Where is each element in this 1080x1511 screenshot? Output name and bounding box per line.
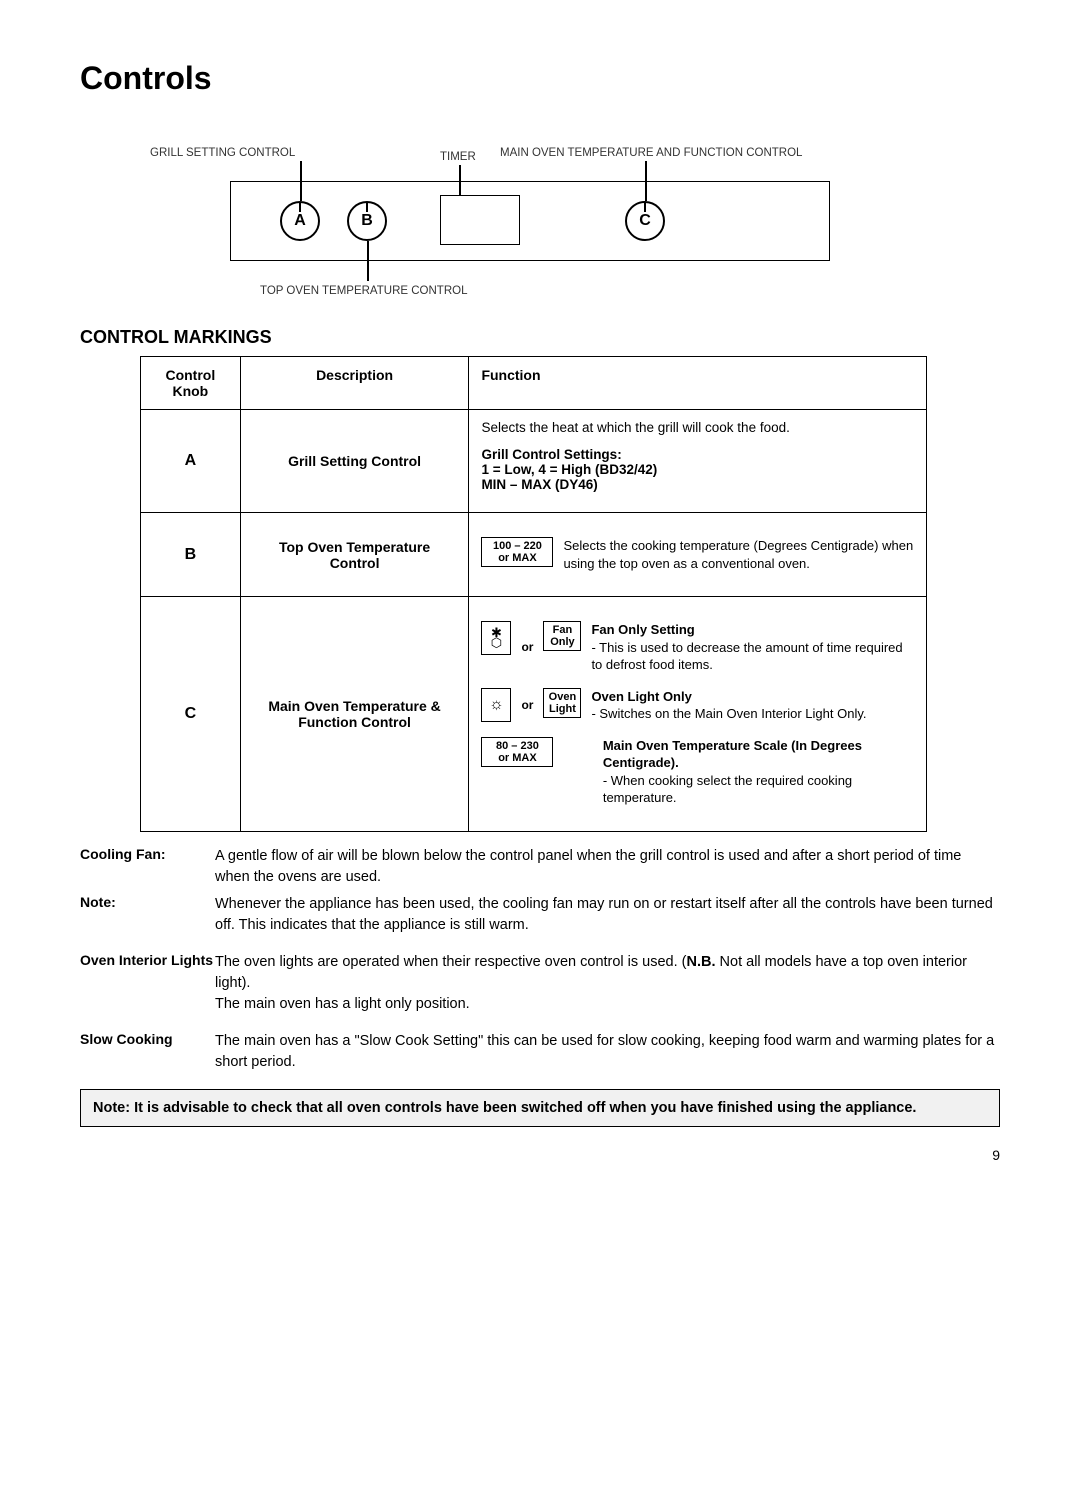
diagram-label-top: TOP OVEN TEMPERATURE CONTROL [260, 285, 467, 297]
defrost-icon: ✱⬡ [481, 621, 511, 655]
func-line: 1 = Low, 4 = High (BD32/42) [481, 462, 914, 477]
note-para: Note: Whenever the appliance has been us… [80, 894, 1000, 936]
light-icon: ☼ [481, 688, 511, 722]
lead-line [300, 161, 302, 201]
cell-desc: Top Oven Temperature Control [240, 513, 469, 597]
lights-para: Oven Interior Lights The oven lights are… [80, 952, 1000, 1015]
lead-line [367, 241, 369, 281]
range-box: 80 – 230 or MAX [481, 737, 553, 767]
th-knob: Control Knob [141, 357, 241, 410]
func-body: - This is used to decrease the amount of… [591, 640, 902, 673]
para-text: Whenever the appliance has been used, th… [215, 894, 1000, 936]
func-heading: Main Oven Temperature Scale (In Degrees … [603, 738, 862, 771]
para-text: The oven lights are operated when their … [215, 952, 1000, 1015]
lead-line [645, 161, 647, 201]
func-text: Selects the cooking temperature (Degrees… [563, 537, 914, 572]
knob-b-label: B [361, 212, 373, 230]
cooling-fan-para: Cooling Fan: A gentle flow of air will b… [80, 846, 1000, 888]
section-heading: CONTROL MARKINGS [80, 327, 1000, 348]
advisory-note-box: Note: It is advisable to check that all … [80, 1089, 1000, 1127]
th-func: Function [469, 357, 927, 410]
func-body: - When cooking select the required cooki… [603, 773, 852, 806]
para-label: Note: [80, 894, 215, 936]
knob-c-label: C [639, 212, 651, 230]
func-heading: Grill Control Settings: [481, 447, 914, 462]
para-span: The oven lights are operated when their … [215, 954, 687, 970]
cell-knob: B [141, 513, 241, 597]
or-label: or [521, 640, 533, 654]
table-row: C Main Oven Temperature & Function Contr… [141, 597, 927, 832]
para-label: Oven Interior Lights [80, 952, 215, 1015]
timer-box [440, 195, 520, 245]
cell-func: Selects the heat at which the grill will… [469, 410, 927, 513]
range-box: 100 – 220 or MAX [481, 537, 553, 567]
para-label: Cooling Fan: [80, 846, 215, 888]
or-label: or [521, 698, 533, 712]
para-label: Slow Cooking [80, 1031, 215, 1073]
diagram-label-main: MAIN OVEN TEMPERATURE AND FUNCTION CONTR… [500, 147, 802, 159]
slow-cooking-para: Slow Cooking The main oven has a "Slow C… [80, 1031, 1000, 1073]
diagram-label-grill: GRILL SETTING CONTROL [150, 147, 295, 159]
cell-func: 100 – 220 or MAX Selects the cooking tem… [469, 513, 927, 597]
cell-knob: A [141, 410, 241, 513]
cell-desc: Main Oven Temperature & Function Control [240, 597, 469, 832]
control-markings-table: Control Knob Description Function A Gril… [140, 356, 927, 832]
func-line: MIN – MAX (DY46) [481, 477, 914, 492]
table-row: A Grill Setting Control Selects the heat… [141, 410, 927, 513]
page-title: Controls [80, 60, 1000, 97]
table-row: B Top Oven Temperature Control 100 – 220… [141, 513, 927, 597]
panel-outline [230, 181, 830, 261]
func-body: - Switches on the Main Oven Interior Lig… [591, 706, 866, 721]
knob-c: C [625, 201, 665, 241]
control-panel-diagram: GRILL SETTING CONTROL TIMER MAIN OVEN TE… [150, 137, 1000, 307]
mode-box: Fan Only [543, 621, 581, 651]
cell-knob: C [141, 597, 241, 832]
func-heading: Fan Only Setting [591, 622, 694, 637]
th-desc: Description [240, 357, 469, 410]
knob-a: A [280, 201, 320, 241]
knob-b: B [347, 201, 387, 241]
cell-desc: Grill Setting Control [240, 410, 469, 513]
diagram-label-timer: TIMER [440, 151, 476, 163]
para-text: A gentle flow of air will be blown below… [215, 846, 1000, 888]
func-text: Fan Only Setting - This is used to decre… [591, 621, 914, 674]
func-text: Main Oven Temperature Scale (In Degrees … [603, 737, 914, 807]
mode-box: Oven Light [543, 688, 581, 718]
page-number: 9 [80, 1147, 1000, 1163]
cell-func: ✱⬡ or Fan Only Fan Only Setting - This i… [469, 597, 927, 832]
para-text: The main oven has a "Slow Cook Setting" … [215, 1031, 1000, 1073]
nb-label: N.B. [687, 954, 716, 970]
func-intro: Selects the heat at which the grill will… [481, 420, 914, 435]
func-text: Oven Light Only - Switches on the Main O… [591, 688, 866, 723]
func-heading: Oven Light Only [591, 689, 691, 704]
lead-line [459, 165, 461, 195]
knob-a-label: A [294, 212, 306, 230]
para-span: The main oven has a light only position. [215, 996, 470, 1012]
